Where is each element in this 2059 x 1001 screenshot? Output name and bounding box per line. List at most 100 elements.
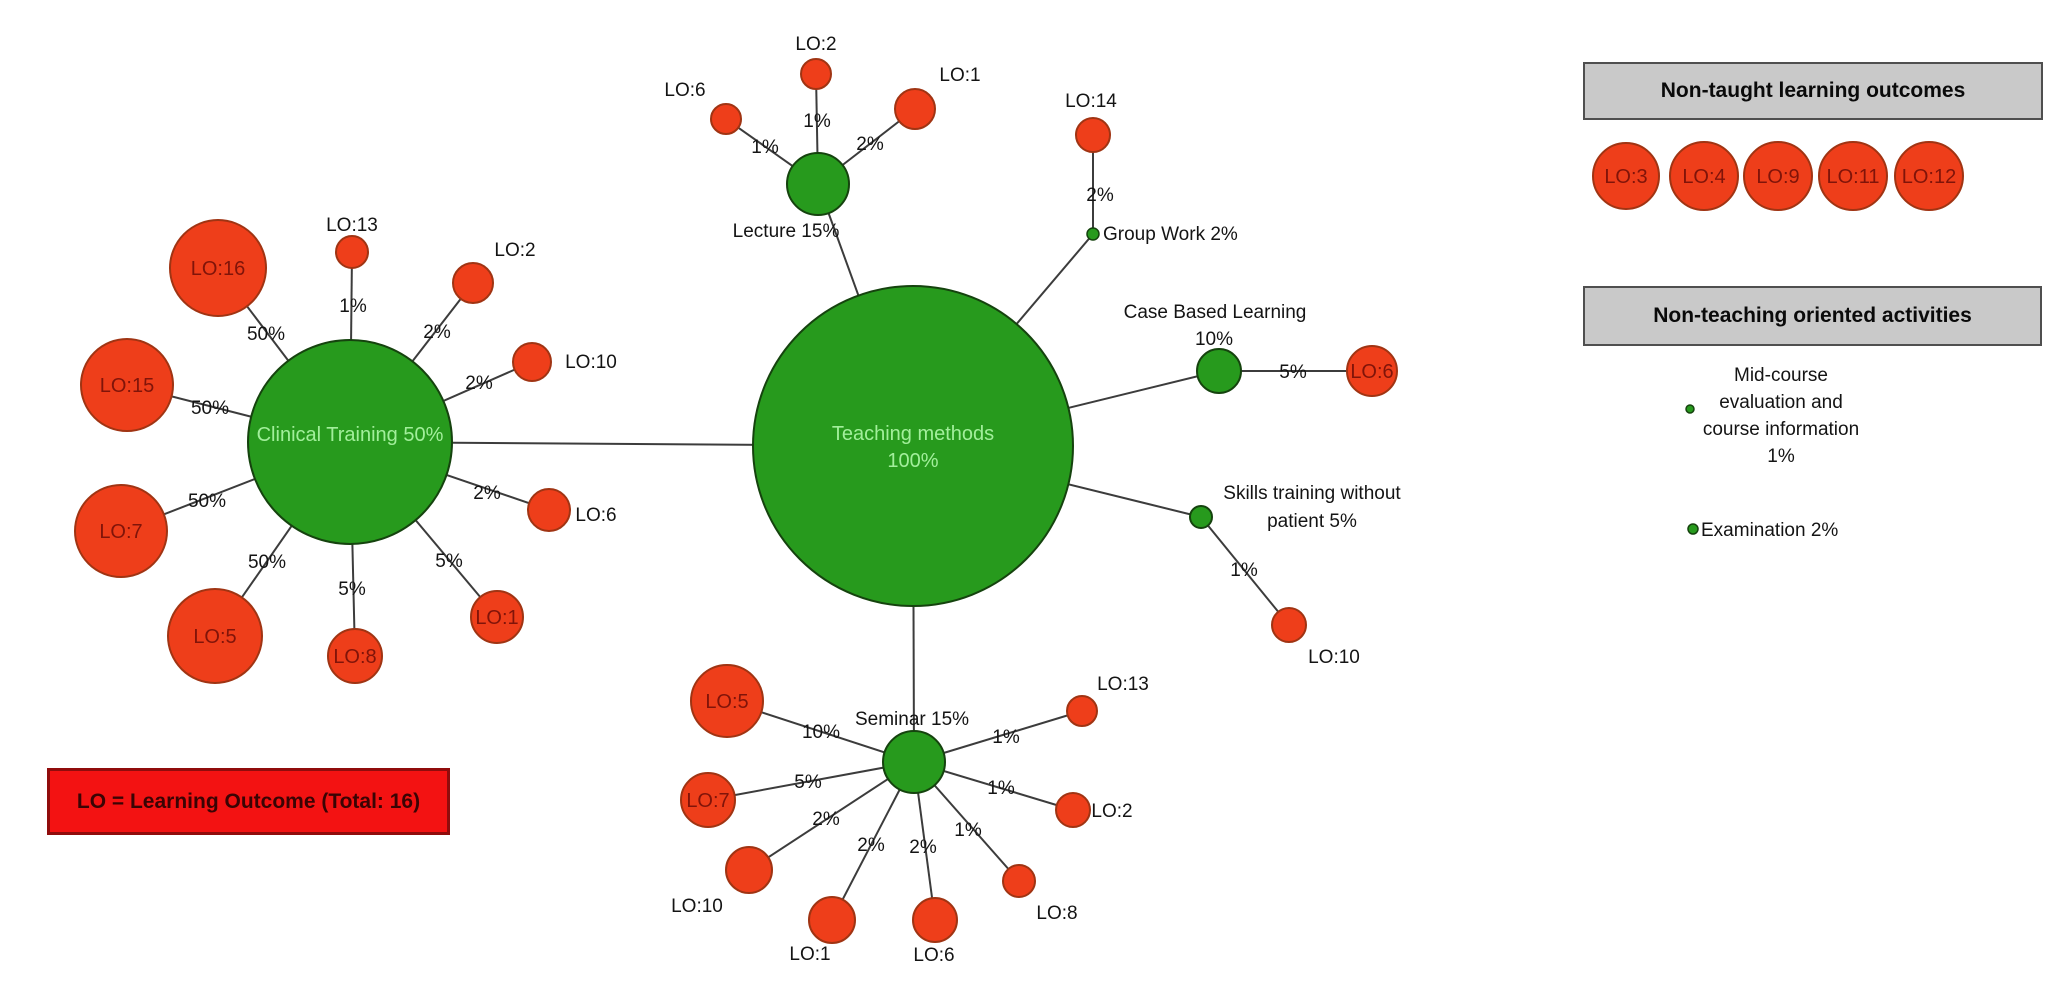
seminar-lo5-weight: 10% (802, 722, 840, 743)
skills-lo10-label: LO:10 (1308, 647, 1360, 668)
labels-case-based: Case Based Learning 10% LO:6 5% (1124, 302, 1394, 383)
node-nontaught-lo9 (1743, 141, 1813, 211)
clinical-lo13-weight: 1% (339, 296, 367, 317)
outcome-nodes-non-taught (1592, 141, 1964, 211)
lecture-lo6-label: LO:6 (664, 80, 705, 101)
clinical-lo15-weight: 50% (191, 398, 229, 419)
node-teaching-methods (752, 285, 1074, 607)
nontaught-lo11-label: LO:11 (1827, 166, 1880, 188)
outcome-nodes-lecture (710, 58, 1398, 643)
edge-seminar-lo10 (748, 761, 915, 871)
node-clinical-lo15 (80, 338, 174, 432)
mid-course-line4: 1% (1767, 446, 1795, 467)
clinical-lo10-label: LO:10 (565, 352, 617, 373)
mid-course-dot (1685, 404, 1695, 414)
non-teaching-header: Non-teaching oriented activities (1583, 286, 2042, 346)
groupwork-lo14-label: LO:14 (1065, 91, 1117, 112)
teaching-methods-label: Teaching methods (832, 423, 994, 445)
seminar-lo2-label: LO:2 (1091, 801, 1132, 822)
skills-lo10-weight: 1% (1230, 560, 1258, 581)
node-seminar-lo13 (1066, 695, 1098, 727)
casebased-lo6-weight: 5% (1279, 362, 1307, 383)
seminar-lo8-label: LO:8 (1036, 903, 1077, 924)
clinical-lo7-weight: 50% (188, 491, 226, 512)
clinical-lo6-weight: 2% (473, 483, 501, 504)
node-groupwork-lo14 (1075, 117, 1111, 153)
labels-non-taught: LO:3 LO:4 LO:9 LO:11 LO:12 (1604, 166, 1956, 188)
node-seminar-lo1 (808, 896, 856, 944)
seminar-lo10-label: LO:10 (671, 896, 723, 917)
node-clinical-lo6 (527, 488, 571, 532)
lecture-lo2-label: LO:2 (795, 34, 836, 55)
node-skills-lo10 (1271, 607, 1307, 643)
lecture-lo2-weight: 1% (803, 111, 831, 132)
mid-course-line3: course information (1703, 419, 1859, 440)
clinical-lo6-label: LO:6 (575, 505, 616, 526)
node-clinical-lo13 (335, 235, 369, 269)
clinical-lo16-weight: 50% (247, 324, 285, 345)
clinical-lo5-weight: 50% (248, 552, 286, 573)
seminar-lo7-weight: 5% (794, 772, 822, 793)
mid-course-line1: Mid-course (1734, 365, 1828, 386)
node-seminar (882, 730, 946, 794)
clinical-lo5-label: LO:5 (193, 626, 236, 648)
node-seminar-lo10 (725, 846, 773, 894)
labels-group-work: Group Work 2% LO:14 2% (1065, 91, 1238, 245)
labels-lecture: Lecture 15% LO:6 LO:2 LO:1 1% 1% 2% (664, 34, 980, 242)
seminar-lo6-label: LO:6 (913, 945, 954, 966)
node-nontaught-lo4 (1669, 141, 1739, 211)
node-clinical-lo16 (169, 219, 267, 317)
node-nontaught-lo12 (1894, 141, 1964, 211)
clinical-lo2-weight: 2% (423, 322, 451, 343)
node-clinical-lo5 (167, 588, 263, 684)
clinical-lo16-label: LO:16 (191, 258, 245, 280)
node-seminar-lo7 (680, 772, 736, 828)
group-work-label: Group Work 2% (1103, 224, 1238, 245)
node-seminar-lo8 (1002, 864, 1036, 898)
seminar-lo2-weight: 1% (987, 778, 1015, 799)
node-skills-training (1189, 505, 1213, 529)
node-seminar-lo5 (690, 664, 764, 738)
lecture-lo6-weight: 1% (751, 137, 779, 158)
node-clinical-lo8 (327, 628, 383, 684)
labels-non-teaching: Mid-course evaluation and course informa… (1701, 365, 1859, 541)
clinical-lo1-label: LO:1 (475, 607, 518, 629)
clinical-lo2-label: LO:2 (494, 240, 535, 261)
seminar-lo7-label: LO:7 (686, 790, 729, 812)
lecture-lo1-label: LO:1 (939, 65, 980, 86)
groupwork-lo14-weight: 2% (1086, 185, 1114, 206)
node-lecture-lo1 (894, 88, 936, 130)
nontaught-lo9-label: LO:9 (1756, 166, 1799, 188)
node-casebased-lo6 (1346, 345, 1398, 397)
labels-skills: Skills training without patient 5% LO:10… (1223, 483, 1401, 668)
node-lecture-lo6 (710, 103, 742, 135)
outcome-nodes-clinical (74, 219, 571, 684)
edge-skills-lo10 (1200, 516, 1290, 626)
case-based-label: Case Based Learning (1124, 302, 1307, 323)
labels-center: Teaching methods 100% Clinical Training … (257, 423, 995, 472)
node-lecture-lo2 (800, 58, 832, 90)
casebased-lo6-label: LO:6 (1350, 361, 1393, 383)
clinical-lo8-label: LO:8 (333, 646, 376, 668)
skills-label-line2: patient 5% (1267, 511, 1357, 532)
node-nontaught-lo11 (1818, 141, 1888, 211)
node-clinical-lo7 (74, 484, 168, 578)
clinical-lo1-weight: 5% (435, 551, 463, 572)
lecture-label: Lecture 15% (733, 221, 840, 242)
clinical-training-label: Clinical Training 50% (257, 424, 444, 446)
clinical-lo7-label: LO:7 (99, 521, 142, 543)
nontaught-lo3-label: LO:3 (1604, 166, 1647, 188)
seminar-lo10-weight: 2% (812, 809, 840, 830)
non-taught-title: Non-taught learning outcomes (1660, 79, 1966, 102)
clinical-lo8-weight: 5% (338, 579, 366, 600)
labels-clinical-outcomes: LO:16 LO:13 LO:2 LO:10 LO:15 LO:7 LO:6 L… (99, 215, 617, 668)
outcome-nodes-seminar (680, 664, 1098, 944)
non-taught-header: Non-taught learning outcomes (1583, 62, 2043, 120)
teaching-methods-pct: 100% (887, 450, 938, 472)
node-seminar-lo6 (912, 897, 958, 943)
node-clinical-lo10 (512, 342, 552, 382)
node-case-based-learning (1196, 348, 1242, 394)
mid-course-line2: evaluation and (1719, 392, 1843, 413)
